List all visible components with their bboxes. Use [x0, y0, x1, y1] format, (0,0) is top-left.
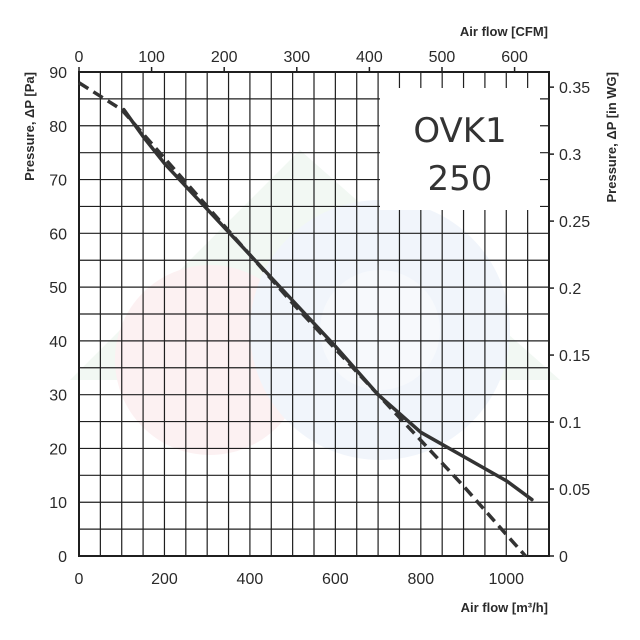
series-line-dashed: [78, 81, 527, 558]
y-tick-label: 20: [49, 441, 67, 458]
x2-tick-label: 500: [429, 49, 456, 66]
y-tick-label: 80: [49, 119, 67, 136]
x2-tick-label: 0: [75, 49, 84, 66]
x-tick-label: 800: [407, 571, 434, 588]
y-tick-label: 60: [49, 226, 67, 243]
x-tick-label: 200: [151, 571, 178, 588]
x-tick-label: 0: [75, 571, 84, 588]
x-axis-title-bottom: Air flow [m³/h]: [461, 600, 548, 615]
plot-frame: [78, 71, 550, 557]
x-tick-label: 600: [322, 571, 349, 588]
y2-tick-label: 0.15: [559, 348, 590, 365]
y-tick-label: 30: [49, 388, 67, 405]
y2-tick-label: 0.1: [559, 415, 581, 432]
x2-tick-label: 100: [138, 49, 165, 66]
y-tick-label: 50: [49, 280, 67, 297]
y2-tick-label: 0.35: [559, 80, 590, 97]
y2-tick-label: 0.2: [559, 281, 581, 298]
plot-border: [78, 71, 550, 557]
x2-tick-label: 600: [501, 49, 528, 66]
y-axis-title-left: Pressure, ΔP [Pa]: [22, 72, 37, 181]
y-axis-title-right: Pressure, ΔP [in WG]: [604, 72, 619, 202]
y-tick-label: 10: [49, 495, 67, 512]
y2-tick-label: 0.3: [559, 147, 581, 164]
model-label-line-1: OVK1: [413, 111, 506, 151]
model-label-background: [380, 88, 540, 210]
y2-tick-label: 0.25: [559, 214, 590, 231]
model-label-line-2: 250: [428, 159, 493, 199]
grid-lines: [79, 72, 549, 556]
y2-tick-label: 0.05: [559, 482, 590, 499]
x2-tick-label: 300: [283, 49, 310, 66]
series-group: [78, 81, 534, 558]
y-tick-label: 40: [49, 334, 67, 351]
y-tick-label: 70: [49, 173, 67, 190]
series-line-solid: [122, 107, 534, 502]
model-label-box: OVK1 250: [380, 88, 540, 210]
x-tick-label: 1000: [488, 571, 524, 588]
y-tick-label: 0: [58, 549, 67, 566]
y-tick-label: 90: [49, 65, 67, 82]
x2-tick-label: 400: [356, 49, 383, 66]
x2-tick-label: 200: [211, 49, 238, 66]
x-axis-title-top: Air flow [CFM]: [460, 24, 548, 39]
x-tick-label: 400: [237, 571, 264, 588]
y2-tick-label: 0: [559, 549, 568, 566]
